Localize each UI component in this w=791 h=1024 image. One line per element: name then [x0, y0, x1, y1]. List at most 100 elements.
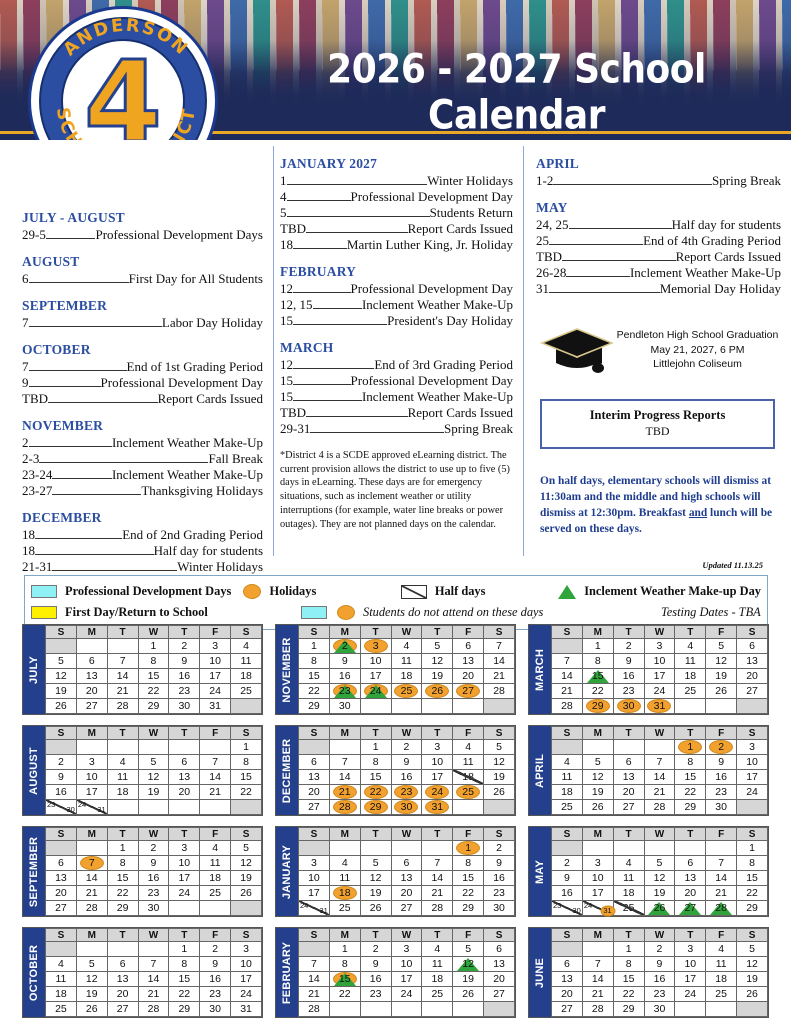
- calendar-day-cell[interactable]: 3: [199, 638, 232, 654]
- calendar-day-cell[interactable]: 10: [736, 754, 768, 770]
- calendar-day-cell[interactable]: 13: [75, 668, 108, 684]
- calendar-day-cell[interactable]: 11: [106, 769, 139, 785]
- calendar-day-cell[interactable]: 15: [612, 971, 645, 987]
- calendar-day-cell[interactable]: 6: [168, 754, 201, 770]
- calendar-day-cell[interactable]: 12: [705, 653, 738, 669]
- calendar-day-cell[interactable]: 9: [45, 769, 77, 785]
- calendar-day-cell[interactable]: 12: [581, 769, 614, 785]
- calendar-day-cell[interactable]: 7: [137, 956, 170, 972]
- calendar-day-cell[interactable]: 3: [581, 855, 614, 871]
- calendar-day-cell[interactable]: 10: [230, 956, 262, 972]
- calendar-day-cell[interactable]: 14: [421, 870, 454, 886]
- calendar-day-cell[interactable]: 8: [328, 956, 361, 972]
- calendar-day-cell[interactable]: 28: [421, 900, 454, 916]
- calendar-day-cell[interactable]: 18: [612, 885, 645, 901]
- calendar-day-cell[interactable]: 2: [199, 941, 232, 957]
- calendar-day-cell[interactable]: 29: [298, 698, 330, 714]
- calendar-day-cell[interactable]: 4: [551, 754, 583, 770]
- calendar-day-cell[interactable]: 18: [45, 986, 77, 1002]
- calendar-day-cell[interactable]: 22: [106, 885, 139, 901]
- calendar-day-cell[interactable]: 6: [452, 638, 485, 654]
- calendar-day-cell[interactable]: 20: [106, 986, 139, 1002]
- calendar-day-cell[interactable]: 25: [551, 799, 583, 815]
- calendar-day-cell[interactable]: 7: [421, 855, 454, 871]
- calendar-day-cell[interactable]: 14: [199, 769, 232, 785]
- calendar-day-cell[interactable]: 6: [483, 941, 515, 957]
- calendar-day-cell[interactable]: 31: [643, 698, 676, 714]
- calendar-day-cell[interactable]: 11: [390, 653, 423, 669]
- calendar-day-cell[interactable]: 9: [137, 855, 170, 871]
- calendar-day-cell[interactable]: 4: [390, 638, 423, 654]
- calendar-day-cell[interactable]: 27: [736, 683, 768, 699]
- calendar-day-cell[interactable]: 15: [106, 870, 139, 886]
- calendar-day-cell-split[interactable]: 24 31: [298, 900, 330, 916]
- calendar-day-cell[interactable]: 5: [75, 956, 108, 972]
- calendar-day-cell[interactable]: 12: [137, 769, 170, 785]
- calendar-day-cell[interactable]: 11: [199, 855, 232, 871]
- calendar-day-cell[interactable]: 26: [483, 784, 515, 800]
- calendar-day-cell[interactable]: 24: [643, 683, 676, 699]
- calendar-day-cell[interactable]: 2: [359, 941, 392, 957]
- calendar-day-cell[interactable]: 13: [390, 870, 423, 886]
- calendar-day-cell[interactable]: 21: [421, 885, 454, 901]
- calendar-day-cell[interactable]: 11: [674, 653, 707, 669]
- calendar-day-cell[interactable]: 29: [612, 1001, 645, 1017]
- calendar-day-cell[interactable]: 16: [199, 971, 232, 987]
- calendar-day-cell[interactable]: 15: [674, 769, 707, 785]
- calendar-day-cell[interactable]: 19: [75, 986, 108, 1002]
- calendar-day-cell[interactable]: 9: [551, 870, 583, 886]
- calendar-day-cell[interactable]: 20: [298, 784, 330, 800]
- calendar-day-cell[interactable]: 17: [581, 885, 614, 901]
- calendar-day-cell[interactable]: 12: [452, 956, 485, 972]
- calendar-day-cell[interactable]: 15: [230, 769, 262, 785]
- calendar-day-cell[interactable]: 3: [643, 638, 676, 654]
- calendar-day-cell[interactable]: 3: [421, 739, 454, 755]
- calendar-day-cell[interactable]: 23: [168, 683, 201, 699]
- calendar-day-cell-split[interactable]: 23 30: [45, 799, 77, 815]
- calendar-day-cell[interactable]: 2: [328, 638, 361, 654]
- calendar-day-cell[interactable]: 30: [137, 900, 170, 916]
- calendar-day-cell[interactable]: 10: [643, 653, 676, 669]
- calendar-day-cell[interactable]: 18: [230, 668, 262, 684]
- calendar-day-cell[interactable]: 15: [328, 971, 361, 987]
- calendar-day-cell[interactable]: 17: [674, 971, 707, 987]
- calendar-day-cell[interactable]: 24: [674, 986, 707, 1002]
- calendar-day-cell[interactable]: 6: [736, 638, 768, 654]
- calendar-day-cell[interactable]: 18: [705, 971, 738, 987]
- calendar-day-cell[interactable]: 13: [106, 971, 139, 987]
- calendar-day-cell[interactable]: 14: [483, 653, 515, 669]
- calendar-day-cell[interactable]: 12: [230, 855, 262, 871]
- calendar-day-cell[interactable]: 17: [168, 870, 201, 886]
- calendar-day-cell[interactable]: 3: [75, 754, 108, 770]
- calendar-day-cell[interactable]: 28: [298, 1001, 330, 1017]
- calendar-day-cell[interactable]: 19: [359, 885, 392, 901]
- calendar-day-cell[interactable]: 13: [551, 971, 583, 987]
- calendar-day-cell[interactable]: 9: [390, 754, 423, 770]
- calendar-day-cell[interactable]: 27: [551, 1001, 583, 1017]
- calendar-day-cell[interactable]: 26: [705, 683, 738, 699]
- calendar-day-cell[interactable]: 7: [551, 653, 583, 669]
- calendar-day-cell[interactable]: 23: [705, 784, 738, 800]
- calendar-day-cell[interactable]: 25: [230, 683, 262, 699]
- calendar-day-cell[interactable]: 20: [551, 986, 583, 1002]
- calendar-day-cell[interactable]: 1: [230, 739, 262, 755]
- calendar-day-cell[interactable]: 14: [581, 971, 614, 987]
- calendar-day-cell[interactable]: 1: [359, 739, 392, 755]
- calendar-day-cell[interactable]: 17: [298, 885, 330, 901]
- calendar-day-cell[interactable]: 21: [643, 784, 676, 800]
- calendar-day-cell[interactable]: 28: [137, 1001, 170, 1017]
- calendar-day-cell[interactable]: 11: [612, 870, 645, 886]
- calendar-day-cell[interactable]: 17: [643, 668, 676, 684]
- calendar-day-cell[interactable]: 23: [137, 885, 170, 901]
- calendar-day-cell[interactable]: 12: [45, 668, 77, 684]
- calendar-day-cell[interactable]: 7: [75, 855, 108, 871]
- calendar-day-cell[interactable]: 30: [643, 1001, 676, 1017]
- calendar-day-cell[interactable]: 2: [137, 840, 170, 856]
- calendar-day-cell[interactable]: 1: [106, 840, 139, 856]
- calendar-day-cell[interactable]: 28: [581, 1001, 614, 1017]
- calendar-day-cell[interactable]: 5: [137, 754, 170, 770]
- calendar-day-cell[interactable]: 30: [390, 799, 423, 815]
- calendar-day-cell[interactable]: 21: [328, 784, 361, 800]
- calendar-day-cell[interactable]: 5: [45, 653, 77, 669]
- calendar-day-cell[interactable]: 29: [168, 1001, 201, 1017]
